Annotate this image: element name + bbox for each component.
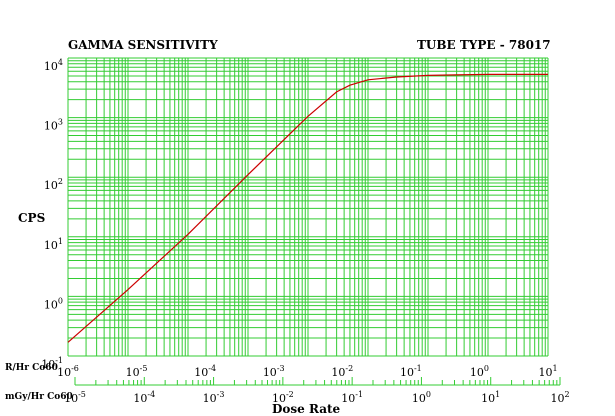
secondary-x-tick-label: 101 [481, 390, 500, 405]
secondary-x-tick-label: 10-4 [133, 390, 155, 405]
y-tick-label: 104 [44, 58, 63, 73]
r-hr-row-label: R/Hr Co60 [5, 363, 58, 373]
y-axis-title: CPS [18, 211, 45, 225]
y-tick-label: 100 [44, 296, 63, 311]
x-tick-label: 10-4 [194, 364, 216, 379]
y-tick-label: 102 [44, 177, 63, 192]
tube-type-label: TUBE TYPE - 78017 [417, 38, 551, 52]
secondary-x-tick-label: 10-1 [341, 390, 363, 405]
x-tick-label: 10-1 [400, 364, 422, 379]
x-axis-title: Dose Rate [272, 402, 341, 416]
x-tick-label: 10-3 [263, 364, 285, 379]
secondary-x-tick-label: 10-5 [64, 390, 86, 405]
x-tick-label: 10-2 [331, 364, 353, 379]
y-tick-label: 103 [44, 118, 63, 133]
x-tick-label: 100 [470, 364, 489, 379]
x-tick-label: 10-6 [57, 364, 79, 379]
x-tick-label: 10-5 [126, 364, 148, 379]
mgy-hr-row-label: mGy/Hr Co60 [5, 392, 73, 402]
secondary-x-tick-label: 10-2 [272, 390, 294, 405]
chart-title: GAMMA SENSITIVITY [68, 38, 218, 52]
secondary-x-tick-label: 102 [550, 390, 569, 405]
response-curve [67, 73, 548, 343]
y-tick-label: 10-1 [41, 356, 63, 371]
secondary-x-tick-label: 10-3 [203, 390, 225, 405]
secondary-x-tick-label: 100 [412, 390, 431, 405]
y-tick-label: 101 [44, 237, 63, 252]
x-tick-label: 101 [538, 364, 557, 379]
